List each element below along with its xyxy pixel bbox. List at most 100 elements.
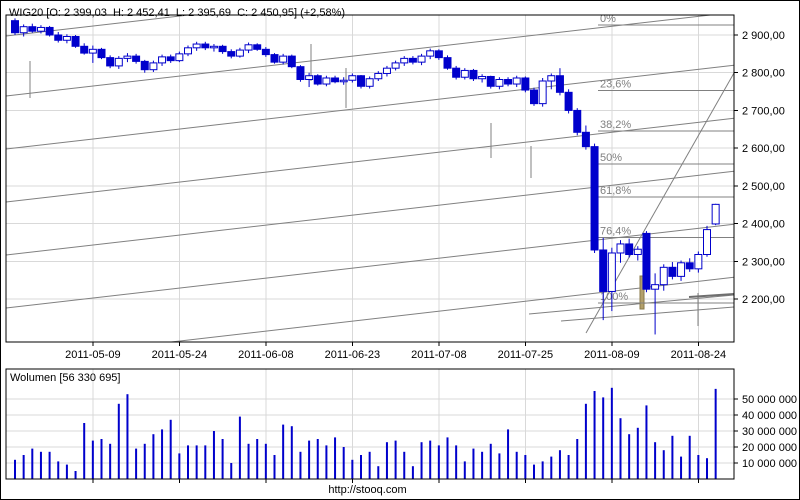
candle-body [348, 75, 357, 81]
candle-body [218, 45, 227, 53]
candle-body [391, 62, 400, 69]
candle-body [97, 48, 106, 59]
candle-body [530, 89, 538, 105]
candle-body [616, 243, 625, 254]
fib-level-label: 100% [600, 291, 628, 303]
volume-bars [14, 387, 717, 479]
volume-bar [645, 405, 648, 479]
candle-body [642, 232, 651, 290]
volume-bar [65, 464, 68, 479]
price-tick-label: 2 400,00 [742, 219, 785, 231]
volume-tick-label: 10 000 000 [742, 458, 797, 470]
candle-body [175, 53, 184, 62]
candle-body [132, 55, 141, 62]
candle-body [478, 75, 487, 80]
volume-bar [403, 451, 406, 479]
volume-bar [135, 448, 138, 479]
support-trendline [528, 294, 734, 315]
candle-body [452, 67, 461, 78]
candle-body [504, 78, 513, 85]
volume-bar [256, 439, 259, 479]
candle-body [365, 78, 374, 87]
volume-bar [446, 437, 449, 479]
volume-bar [472, 448, 475, 479]
candle-body [227, 51, 236, 57]
price-tick-label: 2 500,00 [742, 181, 785, 193]
candle-body [235, 49, 244, 57]
candle-body [607, 252, 616, 292]
candle-body [685, 262, 694, 270]
fib-level-label: 76,4% [600, 225, 631, 237]
candle-body [261, 48, 270, 56]
volume-bar [204, 445, 207, 479]
price-tick-label: 2 900,00 [742, 30, 785, 42]
date-tick-label: 2011-06-08 [238, 349, 293, 361]
candle-body [45, 26, 54, 36]
chart-title: WIG20 [O: 2 399,03 H: 2 452,41 L: 2 395,… [9, 7, 346, 19]
volume-bar [247, 443, 250, 479]
candle-body [668, 266, 677, 277]
candle-body [296, 66, 305, 80]
candle-body [703, 229, 711, 255]
volume-bar [507, 429, 510, 479]
candlesticks [11, 18, 720, 335]
volume-bar [91, 440, 94, 479]
date-tick-label: 2011-07-08 [411, 349, 466, 361]
candle-body [426, 50, 435, 57]
candle-body [633, 248, 642, 255]
watermark-url: http://stooq.com [328, 484, 407, 496]
volume-panel-border [5, 368, 735, 480]
candle-body [469, 69, 478, 80]
volume-bar [593, 391, 596, 479]
volume-bar [533, 464, 535, 479]
candle-body [313, 75, 322, 85]
volume-bar [394, 440, 397, 479]
volume-bar [481, 451, 484, 479]
candle-body [486, 75, 495, 87]
candle-body [149, 62, 158, 71]
volume-bar [57, 461, 60, 479]
volume-bar [628, 434, 631, 479]
volume-bar [567, 455, 570, 479]
candle-body [547, 75, 556, 82]
volume-bar [515, 451, 518, 479]
candle-body [625, 243, 634, 255]
volume-bar [584, 403, 587, 479]
volume-bar [273, 455, 276, 479]
channel-trendline [6, 170, 734, 256]
volume-bar [662, 450, 665, 479]
candle-body [408, 57, 417, 63]
candle-body [711, 203, 720, 225]
volume-bar [109, 443, 112, 479]
fib-level-label: 38,2% [600, 119, 631, 131]
candle-body [184, 47, 192, 55]
volume-bar [126, 394, 129, 479]
candle-body [279, 55, 288, 63]
candle-body [564, 91, 573, 111]
tan-marker-bar [639, 275, 645, 310]
volume-bar [619, 418, 622, 479]
volume-bar [688, 435, 691, 479]
volume-bar [238, 416, 241, 479]
volume-bar [14, 459, 16, 479]
volume-bar [429, 440, 432, 479]
price-tick-label: 2 800,00 [742, 68, 785, 80]
candle-body [19, 26, 28, 34]
volume-bar [455, 445, 458, 479]
candle-body [158, 56, 167, 64]
volume-bar [195, 445, 198, 479]
candle-body [339, 79, 348, 83]
candle-body [400, 57, 409, 64]
support-trendline [560, 306, 734, 322]
volume-bar [437, 445, 440, 479]
volume-bar [117, 403, 120, 479]
volume-bar [161, 429, 164, 479]
fib-level-label: 61,8% [600, 185, 631, 197]
candle-body [305, 75, 314, 80]
candle-body [54, 34, 63, 41]
volume-bar [187, 445, 189, 479]
volume-bar [100, 439, 103, 479]
candle-body [651, 284, 660, 290]
annotation-lines [6, 15, 734, 342]
